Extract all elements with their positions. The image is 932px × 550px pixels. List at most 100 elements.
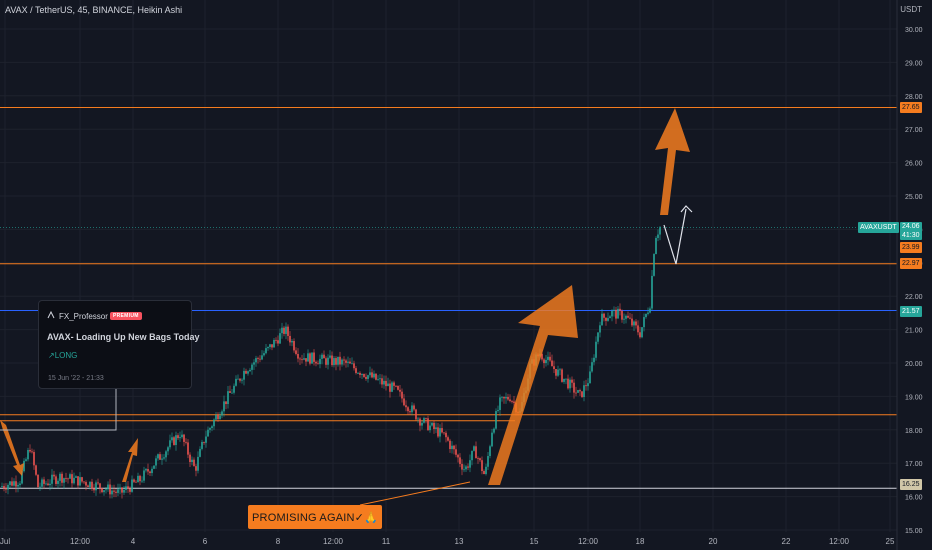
candle-body [61,473,63,483]
time-axis[interactable]: Jul 12:00 4 6 8 12:00 11 13 15 12:00 18 20 22 12:00 25 [0,537,895,546]
candle-body [85,482,87,486]
candle-body [343,359,345,361]
candle-body [263,353,265,356]
idea-title[interactable]: AVAX- Loading Up New Bags Today [47,332,200,342]
candle-body [225,401,227,405]
candle-body [261,355,263,360]
candle-body [567,378,569,389]
x-tick-label: 11 [382,537,391,546]
candle-body [327,357,329,365]
candle-body [209,428,211,430]
candle-body [195,466,197,471]
candle-body [65,478,67,479]
candle-body [67,478,69,480]
drawn-arrow-up-large [488,285,578,485]
candle-body [189,454,191,463]
candle-body [563,378,565,382]
candle-body [109,484,111,495]
candle-body [487,456,489,467]
candle-body [75,476,77,478]
x-tick-label: Jul [0,537,10,546]
candle-body [43,479,45,484]
price-axis[interactable]: 15.00 16.00 17.00 18.00 19.00 20.00 21.00 22.00… [896,0,932,550]
candle-body [329,355,331,358]
candle-body [137,475,139,483]
candle-body [453,445,455,450]
candle-body [647,312,649,314]
candle-body [589,371,591,384]
candle-body [305,358,307,362]
axis-bg [897,0,932,550]
candle-body [215,415,217,420]
candle-body [641,327,643,338]
candle-body [233,385,235,393]
x-tick-label: 13 [455,537,464,546]
candle-body [463,469,465,471]
candle-body [239,378,241,381]
author-icon [47,311,55,319]
y-tick-label: 16.00 [905,495,923,502]
candle-body [477,458,479,459]
candle-body [179,437,181,439]
symbol-header[interactable]: AVAX / TetherUS, 45, BINANCE, Heikin Ash… [5,5,183,15]
price-tag-2399: 23.99 [900,242,922,253]
candle-body [583,385,585,398]
candle-body [277,340,279,344]
candle-body [447,437,449,441]
candle-body [89,481,91,488]
candle-body [247,371,249,374]
candle-body [163,457,165,459]
candle-body [621,310,623,320]
candle-body [467,466,469,468]
candle-body [259,358,261,360]
candle-body [175,435,177,445]
candle-body [7,484,9,490]
candle-body [299,358,301,360]
candle-body [365,376,367,379]
candle-body [213,419,215,427]
candle-body [265,348,267,354]
candle-body [639,332,641,338]
x-tick-label: 15 [530,537,539,546]
candle-body [107,484,109,490]
candle-body [219,415,221,420]
candle-body [273,339,275,348]
candle-body [227,391,229,405]
idea-author[interactable]: FX_Professor [59,312,108,321]
candle-body [457,454,459,458]
candle-body [207,429,209,437]
candle-body [617,308,619,319]
candle-body [341,359,343,365]
candle-body [87,485,89,488]
candle-body [395,385,397,387]
candle-body [611,310,613,317]
candle-body [383,380,385,385]
candle-body [177,435,179,439]
idea-card[interactable]: FX_Professor PREMIUM AVAX- Loading Up Ne… [38,300,200,389]
candle-body [601,313,603,326]
candle-body [309,353,311,364]
x-tick-label: 12:00 [70,537,91,546]
candle-body [607,318,609,321]
candle-body [643,317,645,328]
candle-body [127,486,129,489]
candle-body [143,470,145,481]
candle-body [597,332,599,342]
y-tick-label: 19.00 [905,394,923,401]
candle-body [311,352,313,364]
candle-body [19,483,21,486]
candle-body [507,396,509,400]
candle-body [345,360,347,363]
candle-body [191,459,193,463]
candle-body [495,411,497,429]
candle-body [545,359,547,364]
candle-body [279,333,281,344]
candle-body [129,488,131,492]
candle-body [303,358,305,360]
candle-body [35,465,37,475]
candle-body [655,237,657,255]
candle-body [363,373,365,377]
axis-currency: USDT [900,5,922,14]
candle-body [469,460,471,468]
